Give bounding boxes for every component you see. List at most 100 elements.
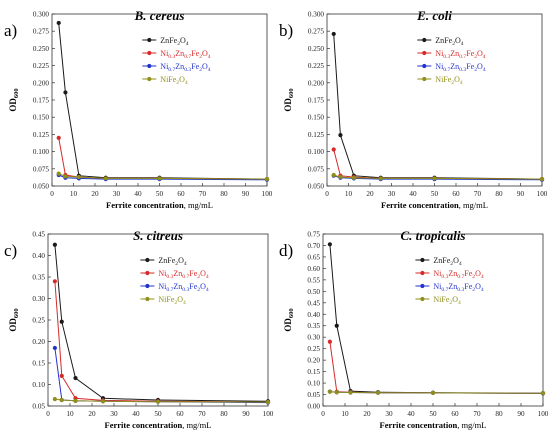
legend-entry: NiFe2​O4​ bbox=[433, 295, 461, 306]
y-tick-label: 0.075 bbox=[308, 165, 325, 173]
x-axis-label: Ferrite concentration, mg/mL bbox=[105, 420, 212, 430]
data-point bbox=[76, 174, 81, 180]
x-axis-label: Ferrite concentration, mg/mL bbox=[106, 200, 213, 210]
x-tick-label: 20 bbox=[363, 410, 371, 418]
chart-title: E. coli bbox=[416, 8, 452, 23]
data-point bbox=[52, 345, 57, 351]
y-tick-label: 0.050 bbox=[308, 183, 325, 191]
x-tick-label: 10 bbox=[66, 410, 74, 418]
y-tick-label: 0.35 bbox=[32, 274, 45, 282]
legend-entry: Ni0.3​Zn0.7​Fe2​O4​ bbox=[160, 49, 210, 60]
y-tick-label: 0.00 bbox=[307, 403, 320, 411]
series-line-3 bbox=[54, 347, 269, 404]
data-point bbox=[100, 399, 106, 404]
legend-marker bbox=[422, 50, 427, 56]
y-tick-label: 0.20 bbox=[32, 338, 45, 346]
x-tick-label: 20 bbox=[88, 410, 96, 418]
x-tick-label: 100 bbox=[537, 190, 548, 198]
data-point bbox=[338, 174, 343, 180]
x-tick-label: 60 bbox=[176, 410, 184, 418]
data-point bbox=[334, 323, 339, 328]
y-tick-label: 0.30 bbox=[307, 334, 320, 342]
y-tick-label: 0.40 bbox=[307, 311, 320, 319]
data-point bbox=[52, 242, 57, 247]
y-tick-label: 0.10 bbox=[307, 380, 320, 388]
legend-marker bbox=[147, 50, 152, 56]
y-tick-label: 0.35 bbox=[307, 322, 320, 330]
y-tick-label: 0.50 bbox=[307, 288, 320, 296]
y-tick-label: 0.125 bbox=[33, 131, 50, 139]
x-tick-label: 70 bbox=[199, 190, 207, 198]
legend-marker bbox=[147, 37, 152, 43]
data-point bbox=[331, 172, 336, 178]
y-tick-label: 0.30 bbox=[32, 295, 45, 303]
y-tick-label: 0.175 bbox=[33, 97, 50, 105]
data-point bbox=[59, 397, 64, 403]
data-point bbox=[264, 177, 270, 182]
y-tick-label: 0.200 bbox=[33, 79, 50, 87]
series-line-1 bbox=[58, 22, 268, 180]
data-point bbox=[59, 373, 64, 378]
data-point bbox=[351, 175, 356, 180]
series-line-1 bbox=[54, 244, 269, 402]
data-point bbox=[327, 339, 332, 344]
x-tick-label: 10 bbox=[345, 190, 353, 198]
data-point bbox=[338, 132, 343, 138]
data-point bbox=[56, 20, 61, 26]
legend-entry: NiFe2​O4​ bbox=[160, 75, 188, 86]
series-line-1 bbox=[329, 244, 544, 394]
y-tick-label: 0.225 bbox=[308, 62, 325, 70]
series-line-1 bbox=[333, 33, 543, 180]
y-tick-label: 0.25 bbox=[307, 345, 320, 353]
y-tick-label: 0.45 bbox=[32, 231, 45, 239]
legend-marker bbox=[422, 76, 427, 82]
x-tick-label: 100 bbox=[262, 190, 273, 198]
y-axis-label: OD600 bbox=[283, 308, 295, 331]
data-point bbox=[378, 176, 383, 181]
x-tick-label: 90 bbox=[242, 190, 250, 198]
legend-marker bbox=[145, 270, 150, 276]
y-tick-label: 0.05 bbox=[307, 391, 320, 399]
data-point bbox=[155, 399, 161, 404]
data-point bbox=[327, 389, 332, 394]
y-tick-label: 0.275 bbox=[308, 28, 325, 36]
data-point bbox=[103, 176, 108, 181]
y-tick-label: 0.70 bbox=[307, 242, 320, 250]
x-tick-label: 40 bbox=[132, 410, 140, 418]
x-tick-label: 10 bbox=[341, 410, 349, 418]
panel-letter: d) bbox=[279, 241, 293, 260]
legend-entry: ZnFe2​O4​ bbox=[158, 256, 186, 267]
panel-letter: a) bbox=[4, 21, 17, 40]
legend-entry: Ni0.7​Zn0.3​Fe2​O4​ bbox=[158, 282, 208, 293]
y-tick-label: 0.20 bbox=[307, 357, 320, 365]
y-tick-label: 0.75 bbox=[307, 231, 320, 239]
x-tick-label: 50 bbox=[154, 410, 162, 418]
y-tick-label: 0.250 bbox=[308, 45, 325, 53]
x-tick-label: 0 bbox=[50, 190, 54, 198]
y-tick-label: 0.100 bbox=[33, 148, 50, 156]
chart-panel-3: c) S. citreus 0.05 0.10 0.15 0.20 0.25 0.30 0.35… bbox=[4, 228, 274, 430]
x-tick-label: 50 bbox=[429, 410, 437, 418]
panel-letter: b) bbox=[279, 21, 293, 40]
y-tick-label: 0.60 bbox=[307, 265, 320, 273]
chart-panel-4: d) C. tropicalis 0.00 0.05 0.10 0.15 0.20 0.25 0… bbox=[279, 228, 549, 430]
x-axis-label: Ferrite concentration, mg/mL bbox=[381, 200, 488, 210]
y-tick-label: 0.050 bbox=[33, 183, 50, 191]
legend-entry: Ni0.3​Zn0.7​Fe2​O4​ bbox=[433, 269, 483, 280]
x-tick-label: 100 bbox=[538, 410, 549, 418]
y-tick-label: 0.15 bbox=[32, 360, 45, 368]
y-tick-label: 0.25 bbox=[32, 317, 45, 325]
x-tick-label: 10 bbox=[70, 190, 78, 198]
data-point bbox=[73, 375, 78, 381]
y-tick-label: 0.150 bbox=[33, 114, 50, 122]
x-tick-label: 40 bbox=[409, 190, 417, 198]
legend-marker bbox=[145, 296, 150, 302]
legend-entry: ZnFe2​O4​ bbox=[435, 36, 463, 47]
series-line-2 bbox=[58, 137, 268, 180]
y-tick-label: 0.15 bbox=[307, 368, 320, 376]
x-tick-label: 30 bbox=[110, 410, 118, 418]
x-tick-label: 70 bbox=[474, 190, 482, 198]
legend-entry: Ni0.7​Zn0.3​Fe2​O4​ bbox=[160, 62, 210, 73]
data-point bbox=[375, 390, 381, 395]
